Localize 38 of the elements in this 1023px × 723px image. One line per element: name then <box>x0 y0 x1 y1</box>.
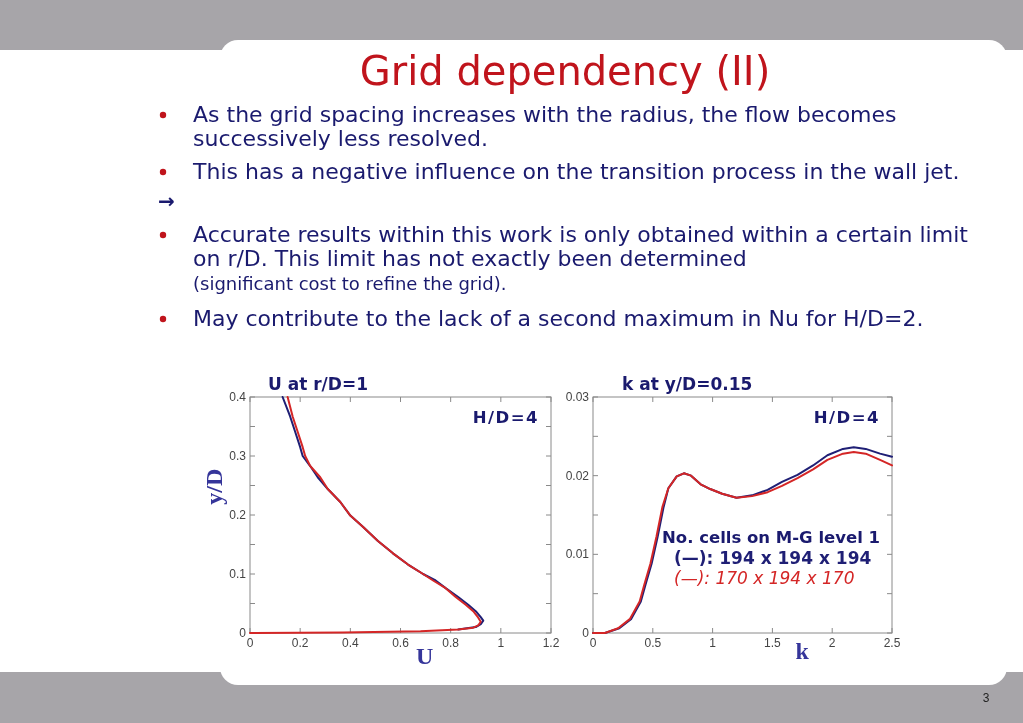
text: 3 <box>982 691 990 705</box>
x-tick-label: 2 <box>828 636 836 650</box>
text: May contribute to the lack of a second maximum in Nu for H/D=2. <box>193 306 924 331</box>
y-tick-label: 0.4 <box>229 390 247 404</box>
x-tick-label: 0.6 <box>392 636 410 650</box>
y-tick-label: 0.1 <box>229 567 247 581</box>
chart-title: U at r/D=1 <box>268 374 369 394</box>
text: (significant cost to refine the grid). <box>193 273 507 294</box>
x-tick-label: 1.5 <box>764 636 782 650</box>
x-tick-label: 0.5 <box>644 636 662 650</box>
x-tick-label: 1 <box>709 636 717 650</box>
x-axis-title: U <box>415 643 434 669</box>
annotation: H/D=4 <box>472 408 539 427</box>
y-tick-label: 0.02 <box>565 468 590 483</box>
y-axis-title: y/D <box>201 468 227 505</box>
x-axis-title: k <box>795 638 810 664</box>
annotation: H/D=4 <box>813 408 880 427</box>
series-label: (—): 170 x 194 x 170 <box>674 568 855 589</box>
y-tick-label: 0.3 <box>229 449 247 463</box>
x-tick-label: 0.4 <box>341 636 359 650</box>
y-tick-label: 0 <box>239 626 247 640</box>
text: → <box>158 189 175 213</box>
x-tick-label: 0.8 <box>442 636 460 650</box>
text: Grid dependency (II) <box>359 48 771 94</box>
text: As the grid spacing increases with the radius, the flow becomes successively less resolved. <box>193 102 897 151</box>
text: Accurate results within this work is only obtained within a certain limit on r/D. This limit has not exactly been determined <box>193 222 969 271</box>
y-tick-label: 0 <box>582 626 590 640</box>
y-tick-label: 0.2 <box>229 508 247 522</box>
y-tick-label: 0.01 <box>565 547 590 562</box>
x-tick-label: 1 <box>497 636 505 650</box>
text: This has a negative influence on the transition process in the wall jet. <box>192 159 960 184</box>
series-label: (—): 194 x 194 x 194 <box>674 547 872 568</box>
chart-title: k at y/D=0.15 <box>622 374 753 394</box>
x-tick-label: 2.5 <box>883 636 901 650</box>
y-tick-label: 0.03 <box>565 390 590 404</box>
x-tick-label: 1.2 <box>542 636 560 650</box>
x-tick-label: 0.2 <box>291 636 309 650</box>
legend-title: No. cells on M-G level 1 <box>662 528 881 548</box>
